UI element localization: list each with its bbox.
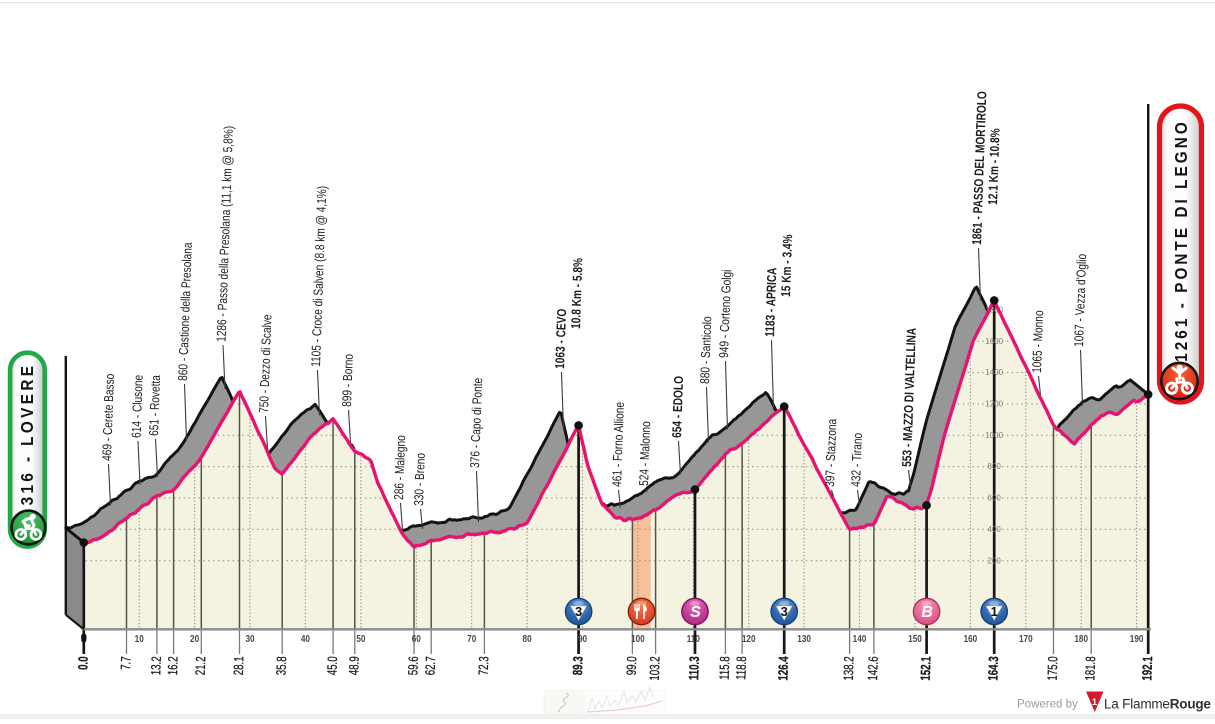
svg-text:115.8: 115.8 (717, 656, 733, 680)
svg-text:1400: 1400 (985, 368, 1003, 377)
svg-text:397 - Stazzona: 397 - Stazzona (823, 418, 840, 487)
svg-text:103.2: 103.2 (647, 656, 663, 681)
svg-text:651 - Rovetta: 651 - Rovetta (147, 374, 164, 436)
svg-text:180: 180 (1074, 633, 1088, 644)
svg-text:142.6: 142.6 (866, 656, 882, 681)
svg-text:1600: 1600 (985, 337, 1003, 346)
svg-text:432 - Tirano: 432 - Tirano (849, 433, 865, 488)
svg-text:600: 600 (988, 494, 1002, 503)
svg-text:800: 800 (988, 462, 1002, 471)
svg-text:120: 120 (742, 633, 756, 644)
svg-text:181.8: 181.8 (1083, 656, 1099, 681)
svg-text:12.1 Km - 10.8%: 12.1 Km - 10.8% (986, 128, 1003, 206)
svg-text:3: 3 (575, 604, 582, 619)
svg-text:30: 30 (245, 633, 254, 644)
svg-text:62.7: 62.7 (423, 656, 439, 675)
svg-text:1183 - APRICA: 1183 - APRICA (763, 267, 780, 337)
svg-text:160: 160 (964, 633, 978, 644)
svg-text:524 - Malonno: 524 - Malonno (637, 421, 654, 486)
svg-text:10.8 Km - 5.8%: 10.8 Km - 5.8% (569, 257, 586, 329)
svg-text:118.8: 118.8 (734, 656, 750, 680)
svg-text:La FlammeRouge: La FlammeRouge (1104, 697, 1211, 712)
svg-text:60: 60 (412, 633, 421, 644)
svg-text:90: 90 (578, 633, 587, 644)
svg-text:1063 - CEVO: 1063 - CEVO (553, 308, 570, 369)
svg-text:316 - LOVERE: 316 - LOVERE (17, 363, 37, 506)
svg-text:21.2: 21.2 (193, 656, 209, 675)
svg-text:164.3: 164.3 (986, 656, 1002, 681)
svg-text:28.1: 28.1 (231, 656, 247, 675)
svg-text:1: 1 (991, 604, 998, 619)
svg-text:330 - Breno: 330 - Breno (412, 453, 428, 506)
svg-text:1000: 1000 (985, 431, 1003, 440)
svg-text:150: 150 (908, 633, 922, 644)
svg-text:190: 190 (1130, 633, 1144, 644)
svg-text:1861 - PASSO DEL MORTIROLO: 1861 - PASSO DEL MORTIROLO (970, 91, 990, 245)
svg-text:192.1: 192.1 (1140, 656, 1156, 681)
svg-text:654 - EDOLO: 654 - EDOLO (670, 376, 687, 438)
svg-text:1065 - Monno: 1065 - Monno (1030, 310, 1047, 373)
svg-text:860 - Castione della Presolana: 860 - Castione della Presolana (176, 242, 195, 381)
svg-text:130: 130 (797, 633, 811, 644)
svg-text:126.4: 126.4 (776, 656, 792, 681)
svg-text:45.0: 45.0 (325, 656, 341, 676)
svg-text:99.0: 99.0 (624, 656, 640, 676)
svg-text:1261 - PONTE DI LEGNO: 1261 - PONTE DI LEGNO (1171, 119, 1191, 362)
svg-text:3: 3 (781, 604, 788, 619)
svg-text:0.0: 0.0 (76, 656, 91, 670)
svg-text:614 - Clusone: 614 - Clusone (129, 375, 146, 439)
svg-text:899 - Borno: 899 - Borno (340, 354, 356, 407)
svg-text:59.6: 59.6 (406, 656, 422, 676)
svg-text:72.3: 72.3 (476, 656, 492, 676)
svg-text:10: 10 (135, 633, 144, 644)
svg-text:949 - Corteno Golgi: 949 - Corteno Golgi (717, 269, 735, 358)
svg-text:110.3: 110.3 (687, 656, 703, 681)
svg-text:376 - Capo di Ponte: 376 - Capo di Ponte (468, 378, 486, 469)
svg-text:553 - MAZZO DI VALTELLINA: 553 - MAZZO DI VALTELLINA (900, 327, 919, 467)
svg-text:140: 140 (853, 633, 867, 644)
svg-text:1800: 1800 (985, 306, 1003, 315)
svg-text:286 - Malegno: 286 - Malegno (392, 435, 409, 500)
svg-text:15 Km - 3.4%: 15 Km - 3.4% (779, 234, 796, 297)
svg-text:138.2: 138.2 (841, 656, 857, 681)
svg-text:200: 200 (988, 556, 1002, 565)
svg-text:750 - Dezzo di Scalve: 750 - Dezzo di Scalve (257, 314, 275, 413)
svg-text:469 - Cerete Basso: 469 - Cerete Basso (100, 373, 118, 461)
svg-text:35.8: 35.8 (274, 656, 290, 676)
svg-text:400: 400 (988, 525, 1002, 534)
svg-text:7.7: 7.7 (119, 656, 134, 670)
svg-text:Powered by: Powered by (1017, 699, 1078, 711)
svg-text:80: 80 (523, 633, 532, 644)
svg-text:880 - Santicolo: 880 - Santicolo (698, 316, 715, 384)
svg-text:1200: 1200 (985, 400, 1003, 409)
svg-text:1067 - Vezza d'Oglio: 1067 - Vezza d'Oglio (1072, 254, 1090, 348)
svg-text:13.2: 13.2 (149, 656, 165, 675)
svg-text:461 - Forno Allione: 461 - Forno Allione (610, 402, 627, 487)
svg-text:170: 170 (1019, 633, 1033, 644)
svg-text:20: 20 (190, 633, 199, 644)
svg-text:89.3: 89.3 (570, 656, 586, 676)
svg-text:70: 70 (467, 633, 476, 644)
svg-text:1105 - Croce di Salven (8.8 km: 1105 - Croce di Salven (8.8 km @ 4,1%) (309, 185, 330, 367)
svg-text:100: 100 (631, 633, 645, 644)
svg-text:S: S (690, 604, 701, 621)
svg-text:B: B (921, 604, 933, 621)
svg-text:1: 1 (1092, 697, 1098, 708)
svg-text:110: 110 (687, 633, 700, 644)
svg-text:40: 40 (301, 633, 310, 644)
svg-text:48.9: 48.9 (347, 656, 363, 675)
svg-text:175.0: 175.0 (1045, 656, 1061, 681)
svg-text:152.1: 152.1 (918, 656, 934, 681)
svg-text:16.2: 16.2 (165, 656, 181, 675)
svg-text:50: 50 (356, 633, 365, 644)
